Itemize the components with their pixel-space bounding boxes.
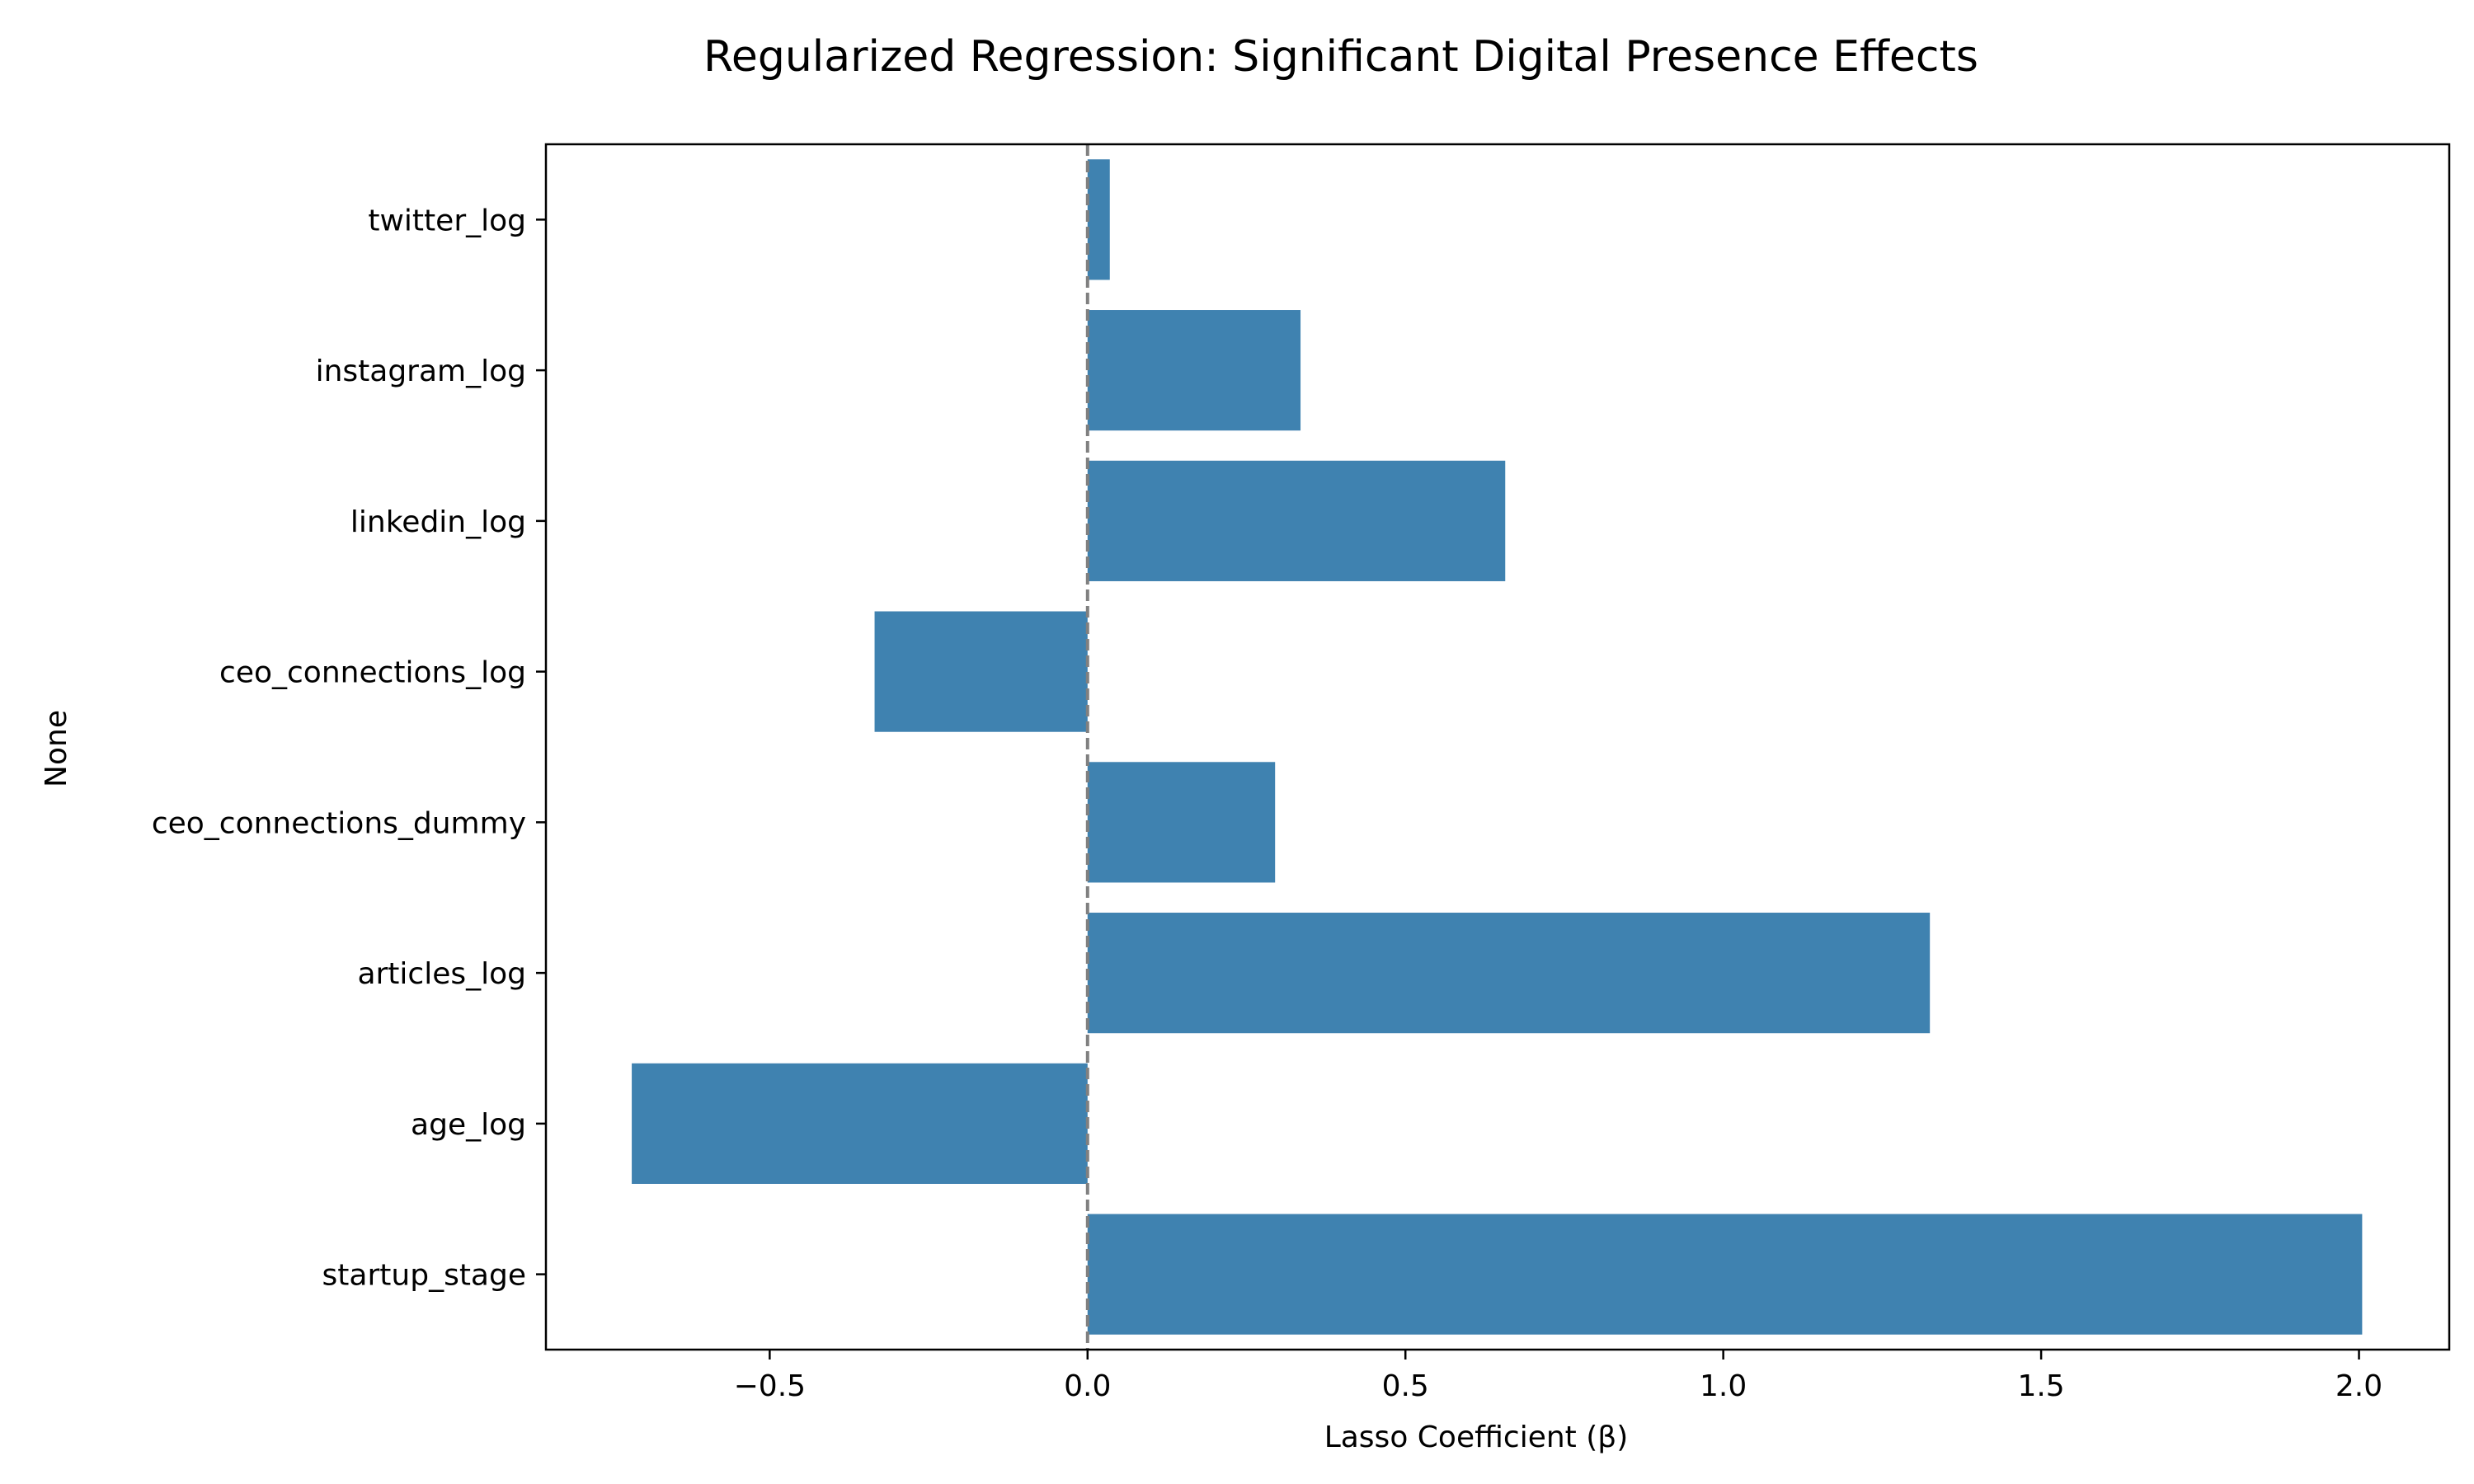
- x-axis: −0.5 0.0 0.5 1.0 1.5 2.0: [734, 1350, 2382, 1403]
- y-axis-label: None: [40, 710, 73, 787]
- bar-twitter_log: [1087, 159, 1110, 280]
- y-tick-label: twitter_log: [368, 204, 526, 237]
- bar-ceo_connections_log: [874, 611, 1088, 732]
- x-tick-label: 1.5: [2017, 1369, 2064, 1403]
- y-axis: twitter_log instagram_log linkedin_log ceo_…: [152, 204, 546, 1293]
- y-tick-label: startup_stage: [322, 1259, 526, 1293]
- y-tick-label: ceo_connections_log: [219, 656, 526, 690]
- y-tick-label: linkedin_log: [350, 505, 526, 539]
- x-tick-label: 0.5: [1382, 1369, 1429, 1403]
- bar-ceo_connections_dummy: [1087, 762, 1276, 883]
- y-tick-label: ceo_connections_dummy: [152, 806, 526, 840]
- bar-articles_log: [1087, 913, 1931, 1034]
- plot-frame: [544, 143, 2451, 1351]
- bar-instagram_log: [1087, 310, 1301, 431]
- x-tick-label: 1.0: [1700, 1369, 1747, 1403]
- x-tick-label: −0.5: [734, 1369, 806, 1403]
- y-tick-label: instagram_log: [316, 355, 526, 388]
- x-tick-label: 2.0: [2335, 1369, 2382, 1403]
- x-axis-label: Lasso Coefficient (β): [1324, 1421, 1629, 1454]
- bar-startup_stage: [1087, 1214, 2363, 1335]
- bar-linkedin_log: [1087, 460, 1506, 581]
- bar-age_log: [632, 1063, 1088, 1184]
- x-tick-label: 0.0: [1064, 1369, 1111, 1403]
- y-tick-label: age_log: [411, 1108, 526, 1142]
- y-tick-label: articles_log: [357, 957, 526, 991]
- bars-layer: [632, 159, 2363, 1335]
- chart-title: Regularized Regression: Significant Digi…: [703, 32, 1978, 82]
